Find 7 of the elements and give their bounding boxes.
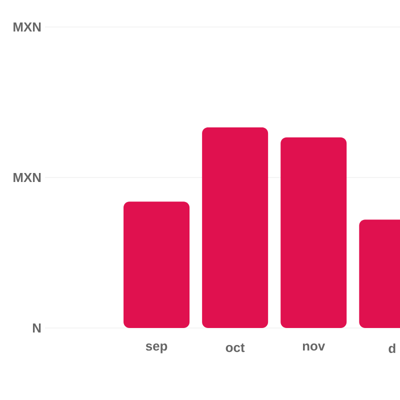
x-tick-label: oct [226, 344, 245, 352]
x-tick-label: d [388, 344, 396, 354]
text: MXN [14, 22, 41, 32]
x-tick-label: nov [302, 344, 326, 351]
text: N [32, 324, 41, 332]
ref-line-label: MXN [14, 173, 41, 182]
x-tick-label: sep [146, 344, 168, 354]
